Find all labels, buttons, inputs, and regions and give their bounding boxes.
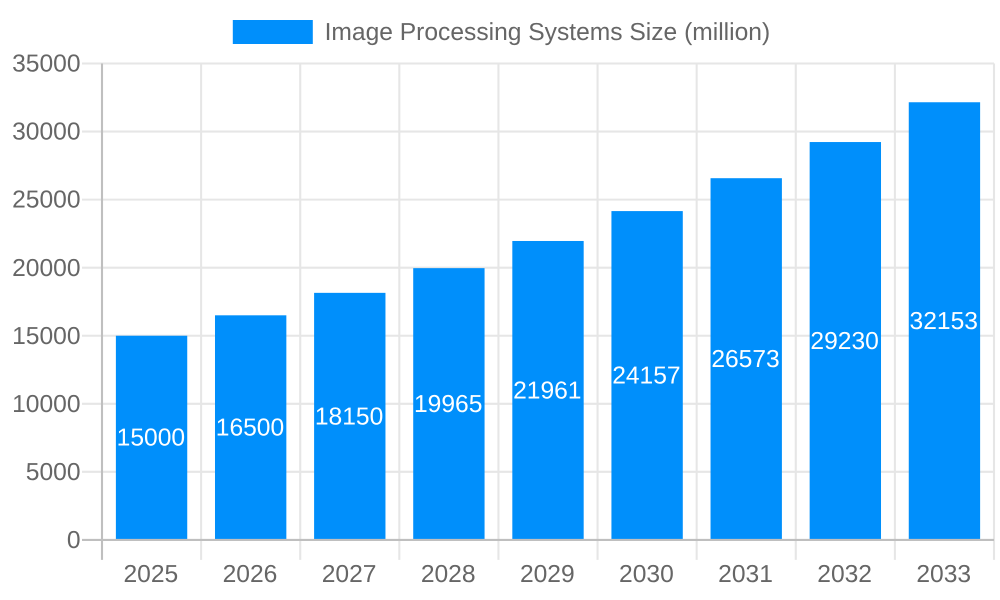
svg-text:21961: 21961: [513, 377, 581, 404]
svg-text:2029: 2029: [520, 561, 575, 588]
svg-text:10000: 10000: [12, 391, 80, 418]
svg-text:2026: 2026: [223, 561, 278, 588]
svg-text:32153: 32153: [910, 308, 978, 335]
svg-text:2032: 2032: [817, 561, 872, 588]
svg-text:2028: 2028: [421, 561, 476, 588]
svg-text:30000: 30000: [12, 119, 80, 146]
svg-text:25000: 25000: [12, 187, 80, 214]
svg-text:35000: 35000: [12, 51, 80, 78]
svg-text:2030: 2030: [619, 561, 674, 588]
svg-text:2027: 2027: [322, 561, 377, 588]
svg-text:18150: 18150: [315, 403, 383, 430]
svg-text:16500: 16500: [216, 415, 284, 442]
svg-text:5000: 5000: [26, 459, 81, 486]
svg-text:Image Processing Systems Size: Image Processing Systems Size (million): [325, 19, 771, 46]
svg-text:19965: 19965: [414, 391, 482, 418]
svg-text:2031: 2031: [718, 561, 773, 588]
svg-text:20000: 20000: [12, 255, 80, 282]
svg-text:0: 0: [67, 527, 81, 554]
svg-text:2033: 2033: [916, 561, 971, 588]
svg-text:26573: 26573: [711, 346, 779, 373]
svg-text:15000: 15000: [117, 425, 185, 452]
svg-text:15000: 15000: [12, 323, 80, 350]
svg-text:29230: 29230: [810, 328, 878, 355]
svg-text:2025: 2025: [124, 561, 179, 588]
svg-text:24157: 24157: [612, 362, 680, 389]
